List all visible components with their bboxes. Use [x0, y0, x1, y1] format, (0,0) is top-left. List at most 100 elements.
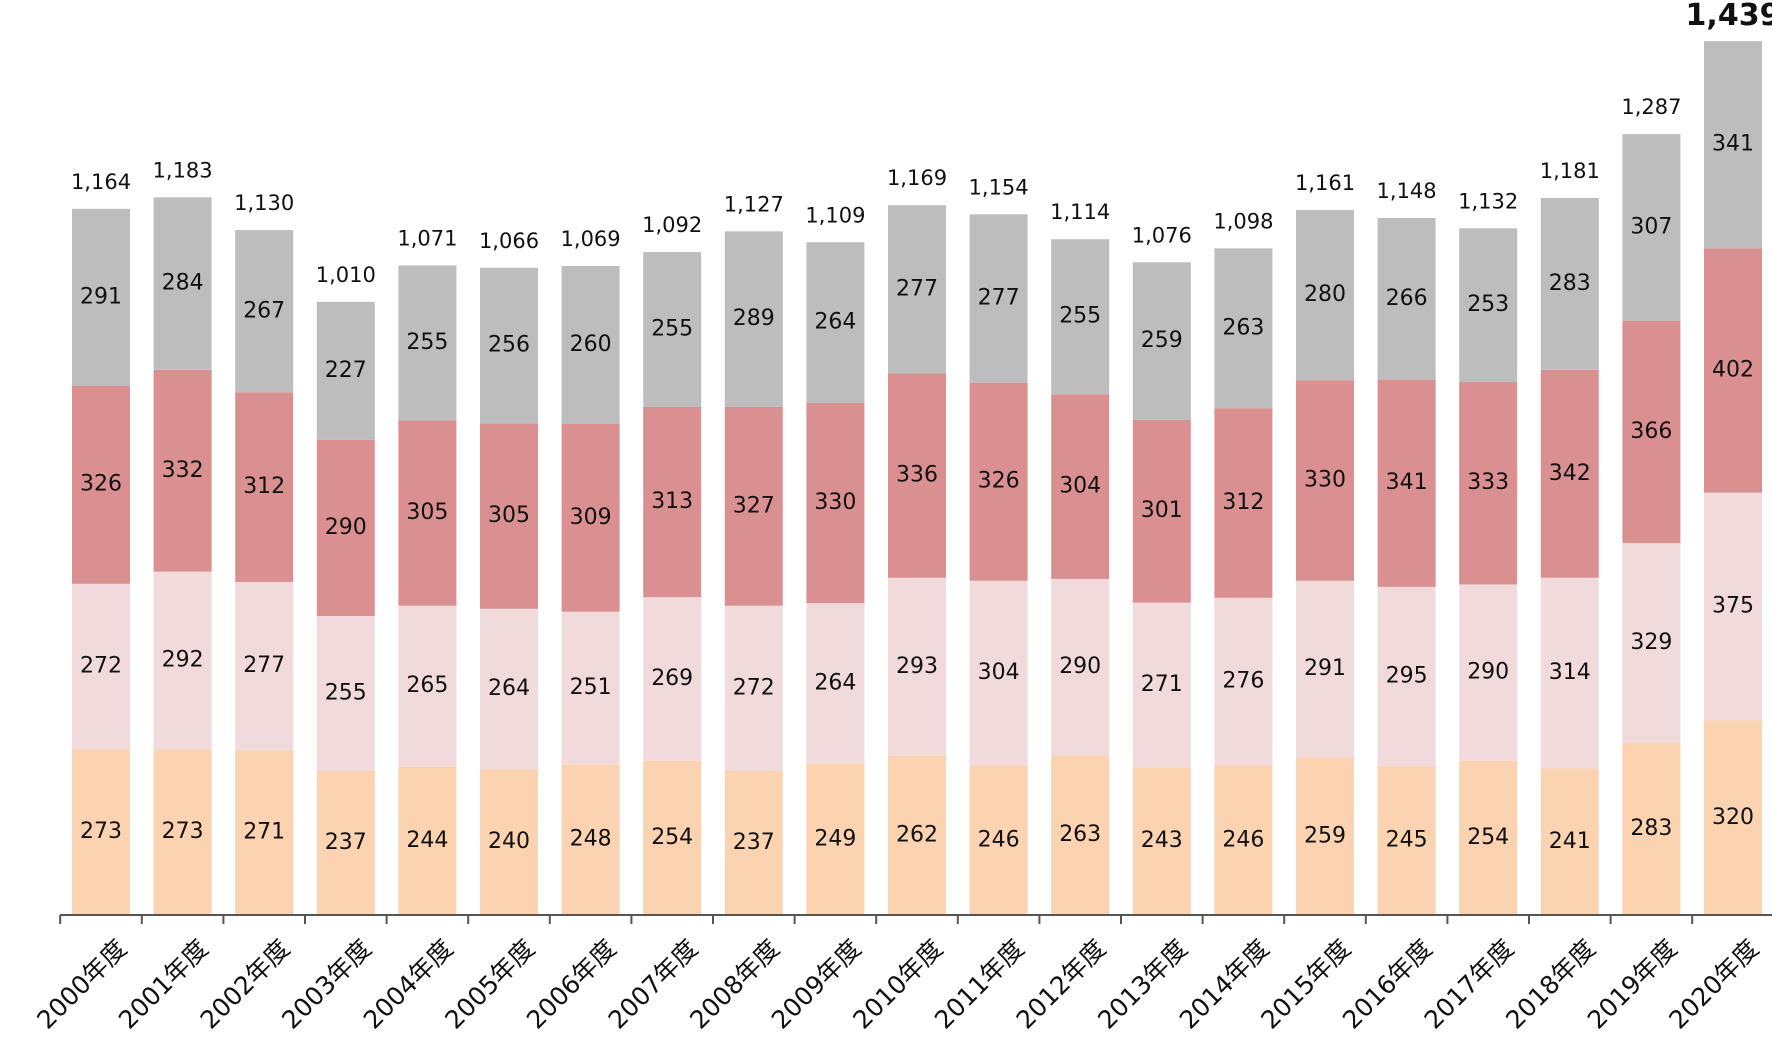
- labels-layer: 273 272 326 291 1,164 273 292 332 284 1,183 271 277…: [71, 0, 1772, 855]
- bar-segment: [1540, 768, 1599, 915]
- bar-segment: [480, 267, 538, 424]
- bar-segment: [724, 406, 783, 606]
- bar-total-label: 1,169: [887, 166, 947, 190]
- segment-value-label: 366: [1630, 419, 1672, 444]
- bar-total-label: 1,148: [1377, 179, 1437, 203]
- segment-value-label: 259: [1304, 823, 1346, 848]
- bar-segment: [806, 242, 865, 403]
- bar-segment: [806, 603, 865, 764]
- segment-value-label: 312: [1222, 490, 1264, 515]
- segment-value-label: 312: [243, 474, 285, 499]
- bar-total-label: 1,287: [1621, 95, 1681, 119]
- segment-value-label: 301: [1141, 498, 1183, 523]
- segment-value-label: 244: [406, 828, 448, 853]
- bar-segment: [561, 423, 620, 612]
- segment-value-label: 295: [1386, 663, 1428, 688]
- segment-value-label: 314: [1549, 660, 1591, 685]
- segment-value-label: 292: [162, 647, 204, 672]
- segment-value-label: 402: [1712, 358, 1754, 383]
- segment-value-label: 245: [1386, 828, 1428, 853]
- bars-layer: [72, 41, 1762, 915]
- segment-value-label: 305: [488, 503, 530, 528]
- segment-value-label: 309: [570, 505, 612, 530]
- bar-segment: [1540, 369, 1599, 578]
- segment-value-label: 255: [406, 330, 448, 355]
- bar-segment: [1704, 720, 1762, 915]
- bar-total-label: 1,069: [561, 227, 621, 251]
- segment-value-label: 249: [814, 826, 856, 851]
- bar-segment: [316, 770, 375, 915]
- bar-segment: [153, 197, 212, 370]
- bar-segment: [643, 760, 702, 915]
- bar-segment: [398, 420, 457, 606]
- bar-segment: [1704, 248, 1762, 493]
- bar-segment: [969, 214, 1028, 383]
- segment-value-label: 271: [1141, 672, 1183, 697]
- bar-segment: [153, 749, 212, 915]
- bar-segment: [561, 611, 620, 765]
- segment-value-label: 267: [243, 298, 285, 323]
- bar-segment: [969, 580, 1028, 766]
- bar-total-label: 1,109: [805, 203, 865, 227]
- bar-segment: [1132, 767, 1191, 915]
- bar-segment: [1459, 228, 1518, 383]
- segment-value-label: 290: [1059, 654, 1101, 679]
- segment-value-label: 277: [243, 653, 285, 678]
- x-axis: 2000年度2001年度2002年度2003年度2004年度2005年度2006…: [31, 914, 1772, 1035]
- bar-total-label: 1,130: [234, 191, 294, 215]
- bar-segment: [480, 769, 538, 915]
- segment-value-label: 266: [1386, 286, 1428, 311]
- bar-segment: [561, 764, 620, 915]
- segment-value-label: 272: [80, 653, 122, 678]
- bar-segment: [153, 571, 212, 750]
- segment-value-label: 254: [651, 825, 693, 850]
- bar-segment: [724, 770, 783, 915]
- bar-segment: [316, 616, 375, 771]
- segment-value-label: 246: [1222, 827, 1264, 852]
- bar-segment: [1377, 379, 1436, 587]
- x-tick-label: 2020年度: [1663, 934, 1764, 1035]
- bar-segment: [888, 577, 946, 756]
- bar-total-label: 1,076: [1132, 223, 1192, 247]
- bar-segment: [235, 392, 294, 582]
- segment-value-label: 254: [1467, 825, 1509, 850]
- segment-value-label: 341: [1712, 132, 1754, 157]
- segment-value-label: 304: [978, 660, 1020, 685]
- bar-segment: [1051, 239, 1110, 395]
- bar-total-label: 1,439: [1686, 0, 1772, 33]
- bar-total-label: 1,066: [479, 229, 539, 253]
- bar-segment: [1296, 757, 1354, 915]
- segment-value-label: 248: [570, 827, 612, 852]
- bar-segment: [888, 755, 946, 915]
- bar-segment: [806, 763, 865, 915]
- bar-total-label: 1,114: [1050, 200, 1110, 224]
- segment-value-label: 237: [733, 830, 775, 855]
- bar-total-label: 1,164: [71, 170, 131, 194]
- bar-segment: [1377, 217, 1436, 380]
- segment-value-label: 336: [896, 463, 938, 488]
- segment-value-label: 290: [325, 515, 367, 540]
- bar-segment: [1459, 760, 1518, 915]
- bar-segment: [1132, 419, 1191, 603]
- bar-segment: [643, 597, 702, 761]
- bar-segment: [480, 608, 538, 770]
- bar-segment: [398, 605, 457, 767]
- segment-value-label: 277: [978, 285, 1020, 310]
- segment-value-label: 263: [1222, 315, 1264, 340]
- bar-segment: [1540, 577, 1599, 769]
- bar-segment: [1704, 492, 1762, 721]
- segment-value-label: 255: [325, 680, 367, 705]
- bar-segment: [316, 301, 375, 440]
- segment-value-label: 304: [1059, 474, 1101, 499]
- bar-segment: [1132, 262, 1191, 420]
- segment-value-label: 326: [978, 469, 1020, 494]
- bar-segment: [72, 385, 130, 584]
- bar-segment: [1051, 578, 1110, 756]
- segment-value-label: 289: [733, 306, 775, 331]
- segment-value-label: 313: [651, 489, 693, 514]
- bar-segment: [1296, 380, 1354, 581]
- bar-segment: [1214, 597, 1273, 766]
- bar-segment: [1214, 765, 1273, 915]
- bar-total-label: 1,132: [1458, 189, 1518, 213]
